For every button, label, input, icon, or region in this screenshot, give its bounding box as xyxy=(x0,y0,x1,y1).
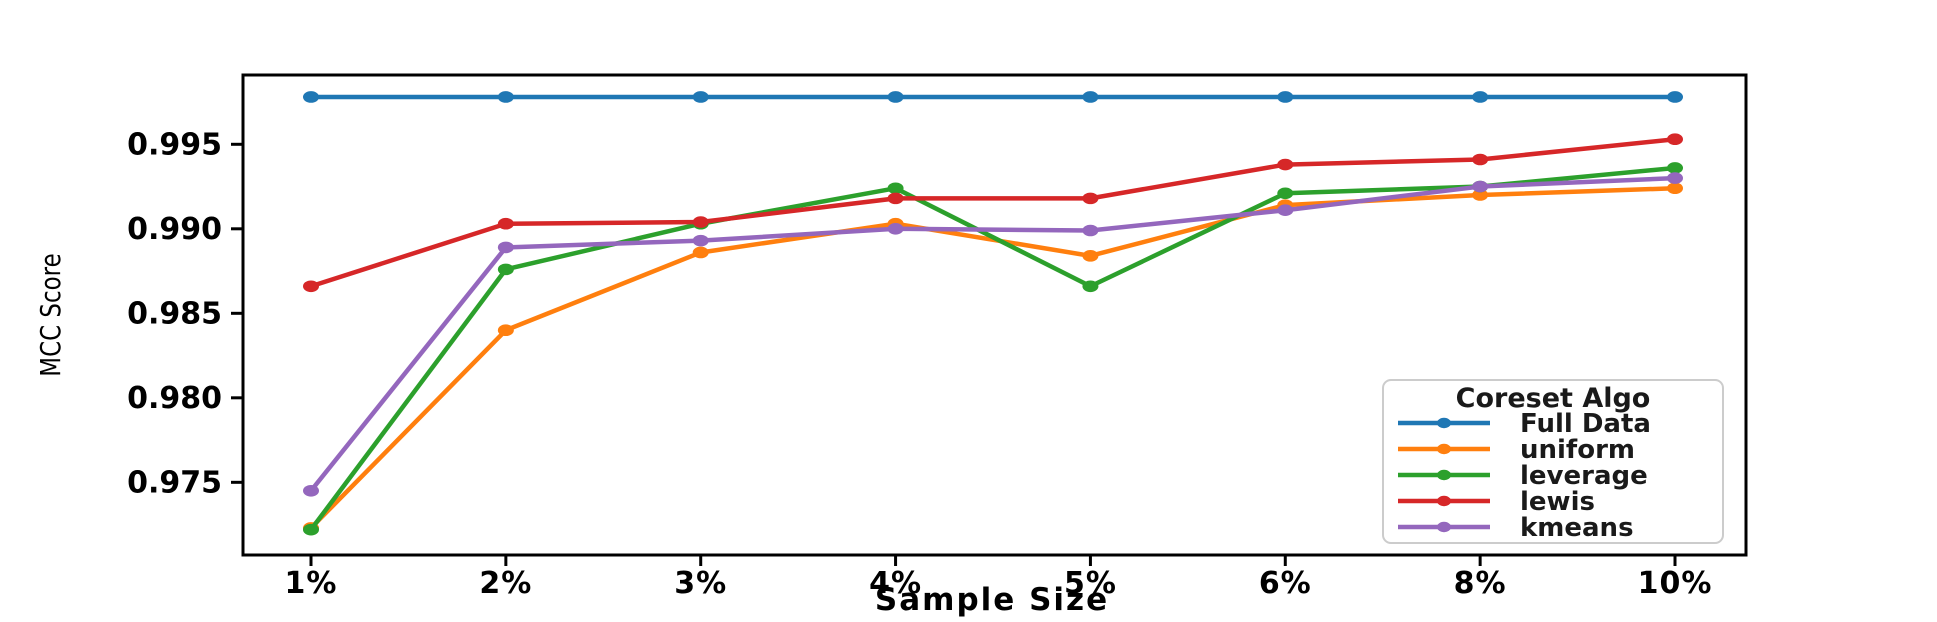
series-marker-full-data xyxy=(497,91,514,103)
series-marker-kmeans xyxy=(1082,224,1099,237)
series-marker-kmeans xyxy=(1667,172,1683,184)
legend-label-lewis: lewis xyxy=(1520,487,1595,517)
legend-label-uniform: uniform xyxy=(1520,435,1635,465)
legend-label-full-data: Full Data xyxy=(1520,409,1651,439)
series-marker-lewis xyxy=(1667,133,1683,146)
series-marker-full-data xyxy=(303,91,319,103)
y-axis-label: MCC Score xyxy=(35,253,68,376)
series-line-uniform xyxy=(308,185,1678,531)
series-marker-uniform xyxy=(497,324,514,337)
series-line-lewis xyxy=(308,136,1678,289)
x-tick-label: 8% xyxy=(1454,566,1507,601)
legend-label-kmeans: kmeans xyxy=(1520,513,1634,543)
series-marker-full-data xyxy=(887,91,904,103)
x-tick-label: 2% xyxy=(479,566,532,601)
y-tick-label: 0.990 xyxy=(127,212,222,247)
legend-label-leverage: leverage xyxy=(1520,461,1648,491)
legend-marker-uniform xyxy=(1437,443,1451,455)
legend-marker-kmeans xyxy=(1437,521,1451,533)
x-tick-label: 3% xyxy=(674,566,727,601)
series-marker-lewis xyxy=(1472,153,1489,166)
series-marker-leverage xyxy=(887,182,904,195)
legend-marker-full-data xyxy=(1437,417,1451,429)
series-marker-full-data xyxy=(692,91,709,103)
series-marker-kmeans xyxy=(303,484,319,497)
series-marker-lewis xyxy=(1277,158,1294,171)
series-marker-full-data xyxy=(1277,91,1294,103)
x-tick-label: 1% xyxy=(285,566,338,601)
series-layer xyxy=(303,91,1683,536)
series-marker-lewis xyxy=(692,216,709,228)
series-marker-leverage xyxy=(1082,280,1099,293)
series-marker-uniform xyxy=(1667,182,1683,195)
y-tick-label: 0.995 xyxy=(127,127,222,162)
series-marker-leverage xyxy=(303,523,319,536)
legend-marker-leverage xyxy=(1437,469,1451,481)
x-tick-label: 6% xyxy=(1259,566,1312,601)
series-marker-kmeans xyxy=(1277,204,1294,217)
series-marker-leverage xyxy=(1667,162,1683,174)
axes-layer: 0.975 0.980 0.985 0.990 0.995 1% 2% 3% 4% 5% 6% 8% 1… xyxy=(127,73,1748,601)
x-tick-label: 5% xyxy=(1064,566,1117,601)
series-marker-leverage xyxy=(497,263,514,276)
series-marker-full-data xyxy=(1082,91,1099,103)
series-marker-uniform xyxy=(692,246,709,259)
series-marker-kmeans xyxy=(692,234,709,247)
series-marker-uniform xyxy=(1082,250,1099,262)
series-marker-lewis xyxy=(1082,192,1099,205)
legend-marker-lewis xyxy=(1437,495,1451,507)
series-marker-full-data xyxy=(1472,91,1489,103)
legend-title: Coreset Algo xyxy=(1456,383,1651,414)
series-marker-leverage xyxy=(1277,187,1294,200)
series-marker-kmeans xyxy=(887,223,904,235)
plot-border xyxy=(241,73,1748,557)
series-marker-uniform xyxy=(1472,189,1489,201)
x-tick-label: 10% xyxy=(1638,566,1713,601)
y-tick-label: 0.980 xyxy=(127,381,222,416)
series-marker-full-data xyxy=(1667,91,1683,103)
series-marker-kmeans xyxy=(497,241,514,254)
series-marker-lewis xyxy=(303,280,319,293)
y-tick-label: 0.985 xyxy=(127,296,222,331)
series-marker-lewis xyxy=(497,217,514,230)
series-line-kmeans xyxy=(308,175,1678,494)
series-marker-kmeans xyxy=(1472,180,1489,193)
y-tick-label: 0.975 xyxy=(127,465,222,500)
x-axis-label: Sample Size xyxy=(875,582,1109,618)
series-line-leverage xyxy=(308,165,1678,532)
series-marker-lewis xyxy=(887,192,904,205)
x-tick-label: 4% xyxy=(869,566,922,601)
